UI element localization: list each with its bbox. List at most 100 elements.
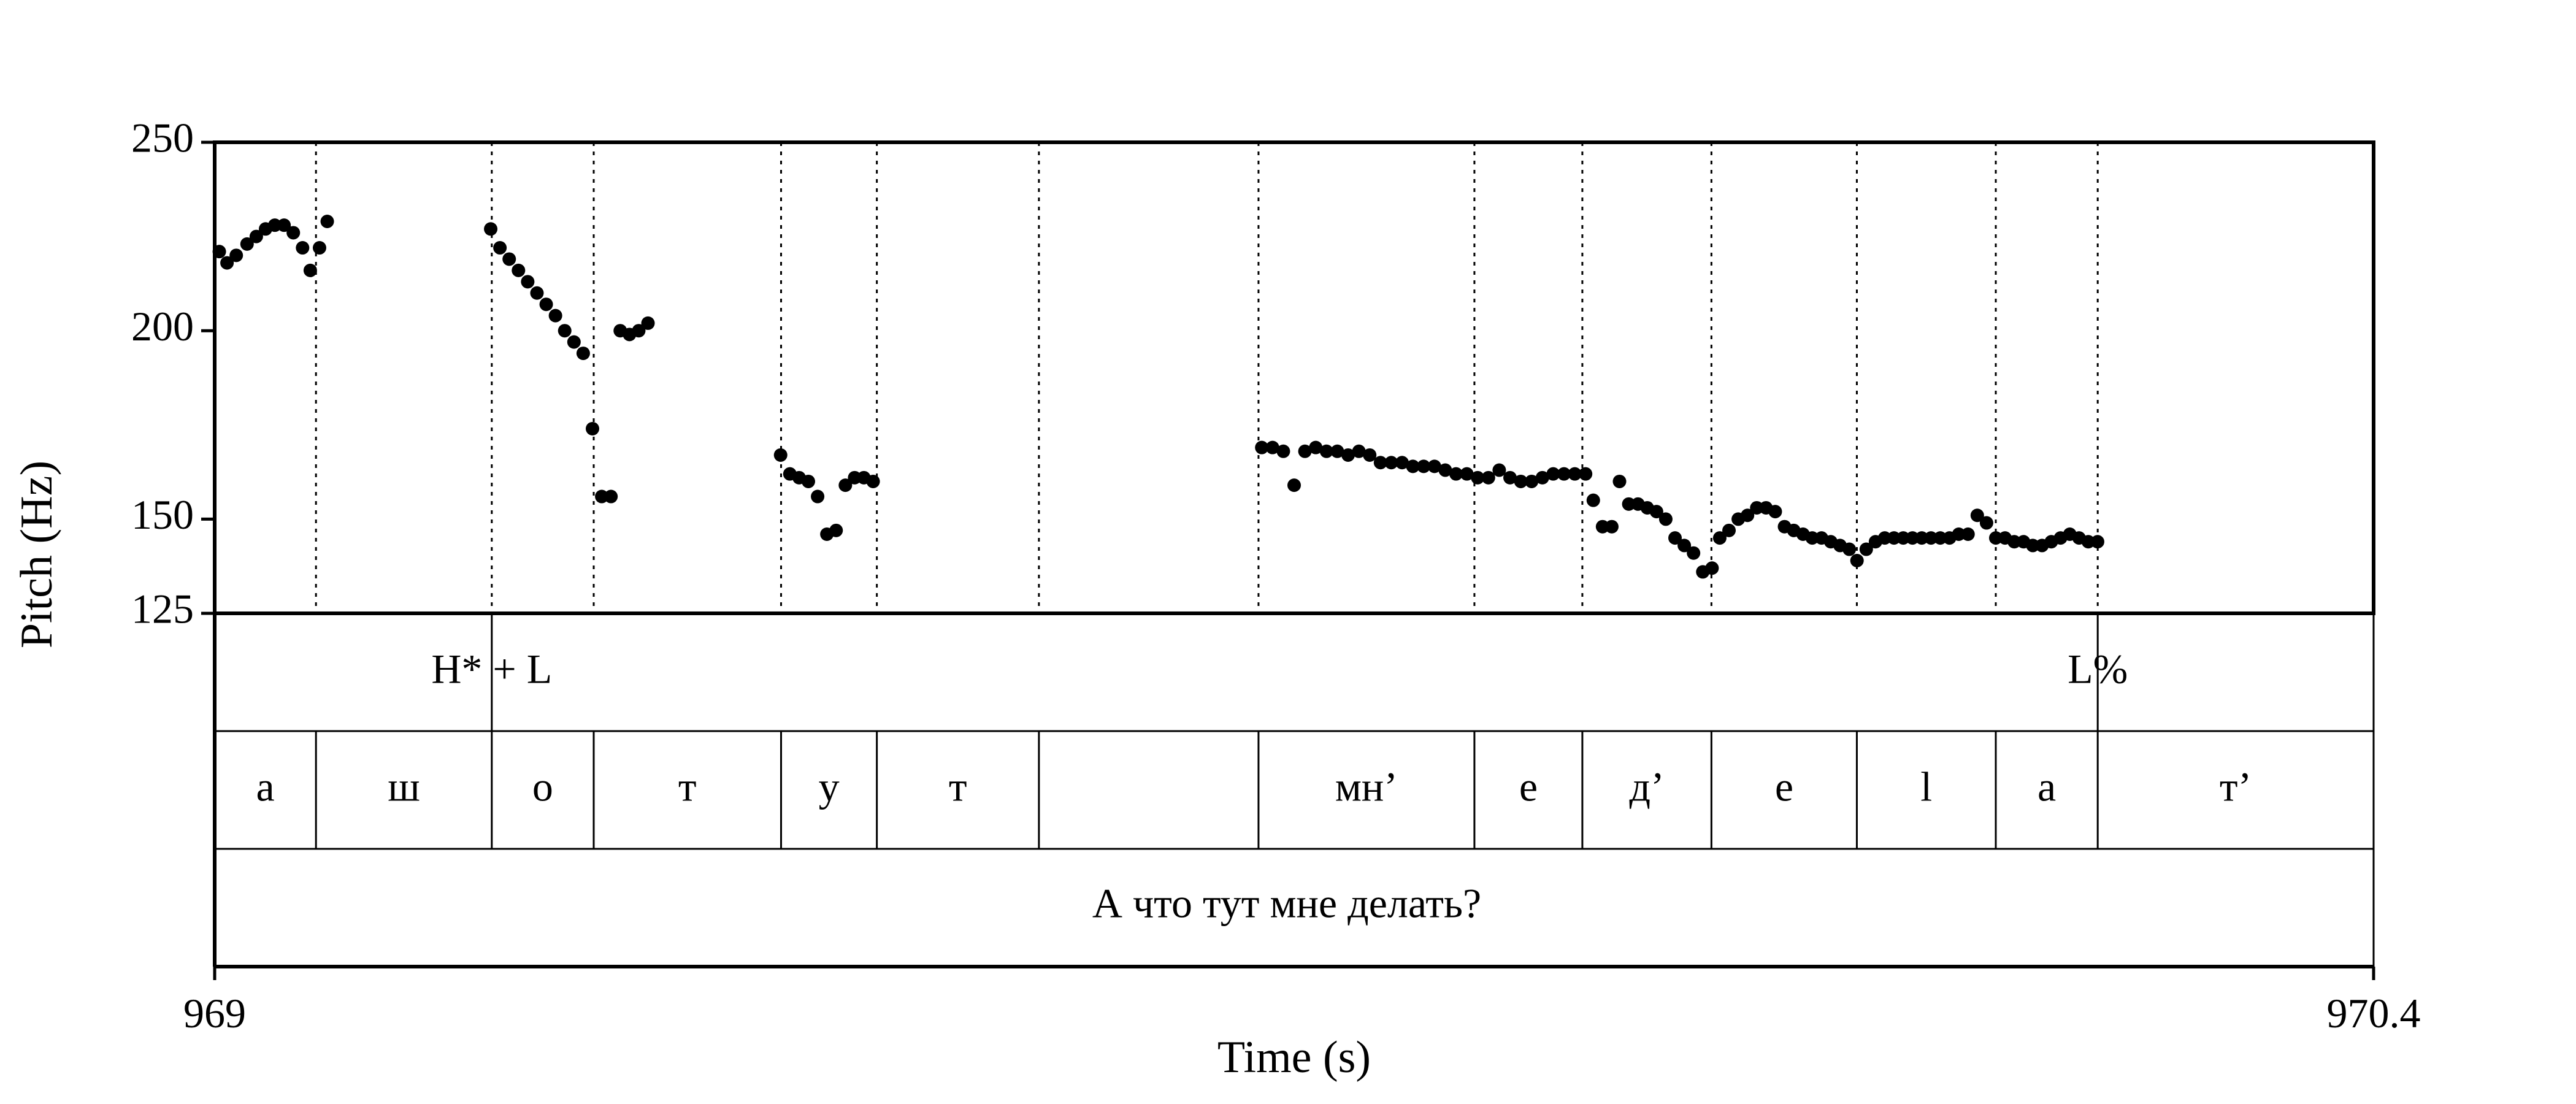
pitch-point [576,347,590,361]
pitch-point [595,489,609,504]
pitch-point [866,474,880,488]
pitch-point [277,218,291,232]
pitch-point [1705,561,1719,575]
pitch-point [1557,467,1571,481]
segment-label: l [1920,764,1932,810]
pitch-point [493,241,507,255]
pitch-point [1612,474,1627,488]
pitch-point [1859,542,1873,556]
segment-label: т [949,764,967,810]
pitch-point [1481,470,1495,485]
boundary-lines [315,142,2099,849]
y-tick-label: 200 [131,303,194,350]
pitch-point [1877,531,1892,545]
pitch-point [1842,542,1857,556]
tone-label: H* + L [431,646,552,692]
segment-label: т [678,764,697,810]
pitch-point [502,252,516,266]
pitch-point [2007,535,2022,549]
pitch-point [2081,535,2095,549]
pitch-point [303,263,317,277]
segment-label: а [256,764,275,810]
pitch-point [1979,516,1993,530]
pitch-point [1406,459,1420,473]
y-tick-label: 125 [131,586,194,632]
pitch-point [1712,531,1727,545]
x-axis-title: Time (s) [1217,1032,1371,1083]
pitch-point [240,237,254,251]
pitch-point [1287,478,1301,493]
pitch-point [1924,531,1938,545]
pitch-point [1255,440,1269,454]
pitch-point [1417,459,1431,473]
pitch-point [1915,531,1929,545]
pitch-point [1341,448,1355,462]
pitch-point [1309,440,1323,454]
pitch-point [1492,463,1506,477]
pitch-point [1622,497,1636,511]
pitch-point [1906,531,1920,545]
pitch-point [1503,470,1517,485]
pitch-point [632,324,646,338]
pitch-point [512,263,526,277]
pitch-point [2026,539,2040,553]
x-axis: 969 970.4 [183,967,2421,1037]
pitch-point [268,218,282,232]
segment-label: о [532,764,553,810]
pitch-point [2090,535,2104,549]
pitch-point [1363,448,1377,462]
pitch-point [1319,444,1333,458]
pitch-point [1687,546,1701,560]
pitch-point [548,309,562,323]
pitch-point [1298,444,1312,458]
pitch-point [1373,456,1387,470]
segment-label: е [1519,764,1538,810]
plot-frame [213,140,2375,968]
pitch-point [229,248,243,263]
pitch-point [604,489,618,504]
pitch-point [838,478,853,493]
segment-label: т’ [2220,764,2252,810]
segment-label: мн’ [1335,764,1398,810]
pitch-point [286,226,301,240]
tone-label: L% [2068,646,2128,692]
pitch-point [1595,519,1609,534]
segment-label: ш [388,764,420,810]
pitch-point [1384,456,1398,470]
pitch-point [1750,500,1764,515]
pitch-point [1768,505,1782,519]
pitch-point [1604,519,1619,534]
segment-label: у [819,764,840,810]
pitch-point [530,286,544,300]
pitch-point [1438,463,1452,477]
pitch-point [296,241,310,255]
pitch-point [1961,527,1975,541]
pitch-point [1471,470,1485,485]
pitch-point [1395,456,1409,470]
pitch-point [249,229,263,243]
y-tick-label: 250 [131,115,194,161]
pitch-point [1525,474,1539,488]
y-axis: 125 150 200 250 [131,115,215,632]
pitch-point [1586,493,1600,507]
pitch-point [1970,508,1984,523]
pitch-point [1330,444,1344,458]
x-tick-label: 970.4 [2327,990,2421,1037]
pitch-point [212,245,226,259]
segment-label: д’ [1630,764,1665,810]
y-tick-label: 150 [131,491,194,538]
segment-tier: а ш о т у т мн’ е д’ е l а т’ [256,764,2252,810]
pitch-point [1722,523,1736,537]
pitch-point [1887,531,1901,545]
pitch-point [1460,467,1474,481]
pitch-point [1658,512,1673,526]
sentence-label: А что тут мне делать? [1092,880,1481,927]
pitch-point [1579,467,1593,481]
pitch-point [1546,467,1560,481]
pitch-point [811,489,825,504]
pitch-point [1535,470,1549,485]
pitch-point [1805,531,1819,545]
pitch-point [1850,553,1864,567]
pitch-point [1896,531,1911,545]
